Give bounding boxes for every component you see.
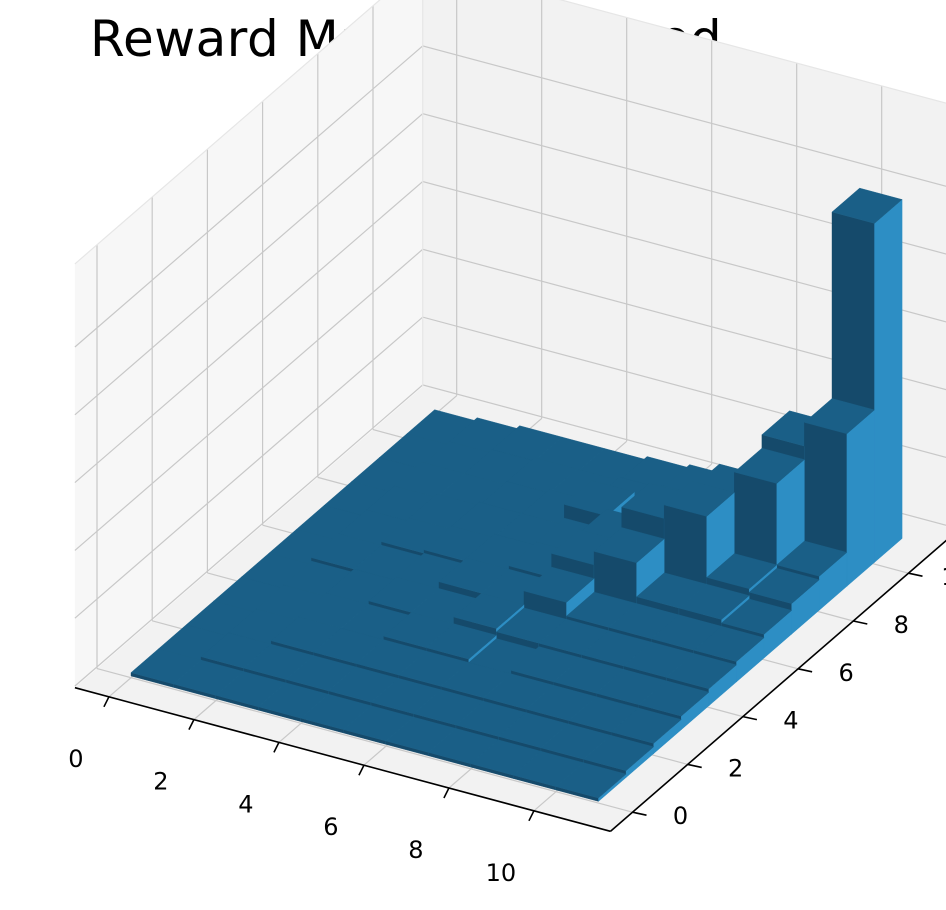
bar-top-face <box>678 583 750 620</box>
bar-top-face <box>748 568 820 604</box>
back-wall-pane <box>422 0 946 527</box>
bar-top-face <box>555 762 627 799</box>
pane-top-edge <box>74 0 946 265</box>
x-tick <box>103 696 110 708</box>
y-tick-label: 2 <box>728 754 743 782</box>
y-tick-label: 10 <box>941 563 946 591</box>
y-tick-label: 0 <box>673 802 688 830</box>
x-tick-label: 8 <box>408 836 423 864</box>
bar-top-face <box>563 480 635 517</box>
x-tick-label: 2 <box>153 768 168 796</box>
bar-right-face <box>874 199 903 563</box>
y-tick-label: 4 <box>783 707 798 735</box>
bar-top-face <box>706 553 778 590</box>
x-tick <box>358 764 365 776</box>
floor-grid-y <box>96 667 633 813</box>
bar-top-face <box>638 680 710 717</box>
y-tick <box>853 620 868 625</box>
x-tick <box>273 742 280 753</box>
y-tick <box>687 763 702 769</box>
y-tick <box>632 811 647 816</box>
tick-labels: 024681002468100246810 <box>68 563 946 887</box>
y-tick-label: 8 <box>894 611 909 639</box>
bar-top-face <box>721 598 793 635</box>
bar-top-face <box>523 566 595 603</box>
x-tick <box>528 810 535 822</box>
bar-top-face <box>803 398 875 435</box>
y-tick-label: 6 <box>838 659 853 687</box>
bar-top-face <box>776 540 848 577</box>
bar-top-face <box>453 592 525 629</box>
y-tick <box>797 668 813 673</box>
bar-right-face <box>846 409 875 587</box>
bar-top-face <box>665 653 737 690</box>
left-wall-pane <box>74 0 423 688</box>
x-tick-label: 6 <box>323 813 338 841</box>
bar-top-face <box>425 623 497 660</box>
x-tick <box>443 787 450 799</box>
bar-top-face <box>663 480 735 517</box>
axis-lines <box>74 539 946 833</box>
y-tick <box>742 715 758 721</box>
x-tick-label: 0 <box>68 745 83 773</box>
bar-top-face <box>593 527 665 564</box>
y-axis-line <box>609 539 946 832</box>
x-tick <box>188 719 195 730</box>
bar-top-face <box>610 707 682 744</box>
bar <box>555 762 627 802</box>
bar-top-face <box>733 447 805 484</box>
x-axis-line <box>74 686 611 833</box>
bar-top-face <box>831 187 903 224</box>
bar-top-face <box>583 735 655 771</box>
bar-top-face <box>693 626 765 662</box>
bars <box>130 187 903 802</box>
y-tick <box>908 572 923 577</box>
x-tick-label: 10 <box>486 859 517 887</box>
x-tick-label: 4 <box>238 790 253 818</box>
